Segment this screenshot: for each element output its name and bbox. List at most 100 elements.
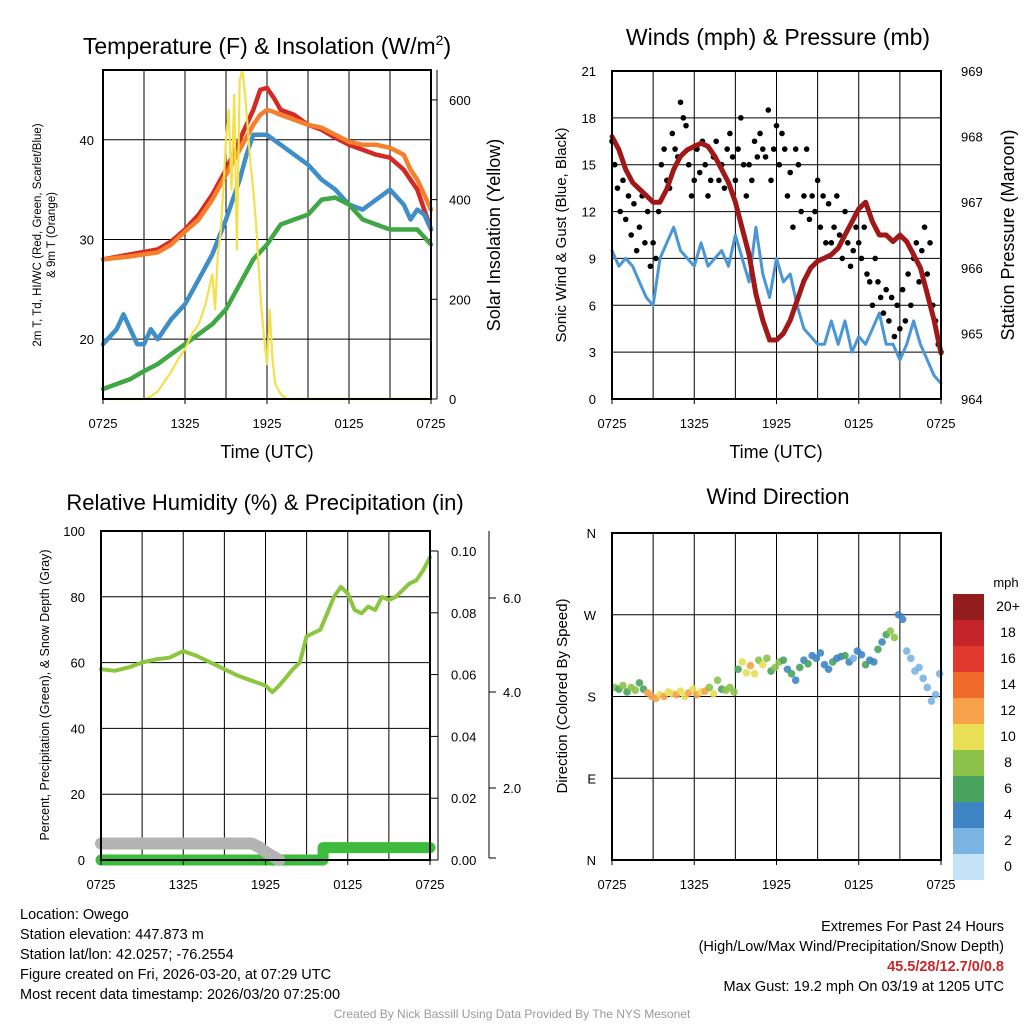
direction-point — [857, 650, 866, 659]
gust-point — [853, 224, 859, 230]
gust-point — [861, 224, 868, 230]
gust-point — [919, 247, 925, 254]
gust-point — [908, 302, 914, 309]
gust-point — [746, 161, 752, 168]
gust-point — [814, 177, 821, 184]
y-axis-label-group: Percent, Precipitation (Green), & Snow D… — [38, 549, 52, 840]
gust-point — [658, 161, 665, 168]
x-tick-label: 1325 — [169, 877, 198, 892]
gust-point — [691, 177, 698, 184]
y3-tick-label: 4.0 — [503, 685, 521, 700]
gust-point — [680, 115, 687, 121]
y-axis-label-line: & 9m T (Orange) — [46, 192, 58, 278]
gust-point — [850, 247, 857, 254]
direction-point — [919, 674, 927, 683]
direction-point — [631, 686, 640, 694]
direction-point — [738, 658, 747, 666]
x-tick-label: 0125 — [333, 877, 362, 892]
direction-point — [750, 669, 759, 678]
y-tick-label: W — [584, 608, 597, 623]
y2-tick-label: 0 — [449, 392, 456, 407]
gust-point — [823, 240, 829, 246]
gust-point — [880, 310, 887, 316]
direction-point — [927, 697, 936, 705]
y-axis-label: Sonic Wind & Gust (Blue, Black) — [553, 127, 570, 342]
chart-title-text: Temperature (F) & Insolation (W/m — [83, 33, 436, 59]
y-axis-label-group: 2m T, Td, HI/WC (Red, Green, Scarlet/Blu… — [32, 123, 58, 346]
gust-point — [685, 161, 692, 168]
gust-point — [798, 208, 804, 215]
colorbar-level-label: 12 — [1000, 702, 1016, 718]
gust-point — [902, 318, 909, 324]
gust-point — [842, 208, 848, 215]
colorbar-level-label: 8 — [1004, 754, 1012, 770]
x-axis-label: Time (UTC) — [220, 442, 313, 462]
gust-point — [839, 255, 846, 262]
series-snow-depth — [95, 837, 286, 866]
gust-point — [732, 177, 739, 184]
direction-point — [763, 654, 771, 663]
series-relative-humidity — [99, 555, 432, 695]
y2-tick-label: 968 — [961, 130, 983, 145]
gust-point — [677, 99, 684, 106]
gust-point — [707, 177, 714, 184]
direction-point — [676, 687, 685, 695]
direction-point — [931, 690, 940, 699]
y2-tick-label: 600 — [449, 93, 471, 108]
gust-point — [614, 185, 621, 191]
x-tick-label: 1325 — [680, 877, 709, 892]
colorbar-swatch — [953, 776, 984, 802]
x-tick-label: 1325 — [171, 416, 200, 431]
x-tick-label: 0725 — [89, 416, 118, 431]
direction-point — [705, 683, 714, 692]
humidity-panel: 0 20 40 60 80 100 0.00 0.02 0.04 0.06 0.08 0.10 2.0 4… — [38, 490, 521, 892]
direction-point — [898, 615, 907, 624]
y-tick-label: 80 — [71, 590, 85, 605]
gust-point — [927, 240, 933, 246]
y-tick-label: 6 — [589, 298, 596, 313]
chart-title: Relative Humidity (%) & Precipitation (i… — [66, 490, 463, 515]
gust-point — [834, 193, 840, 199]
x-tick-label: 1925 — [251, 877, 280, 892]
credit-text: Created By Nick Bassill Using Data Provi… — [333, 1007, 691, 1021]
series-wind-direction — [610, 610, 944, 705]
direction-point — [886, 627, 895, 635]
max-gust-text: Max Gust: 19.2 mph On 03/19 at 1205 UTC — [723, 979, 1004, 995]
gust-point — [844, 240, 851, 246]
gust-point — [913, 240, 920, 246]
gust-point — [611, 161, 618, 168]
gust-point — [625, 193, 632, 199]
direction-point — [787, 669, 796, 678]
colorbar-level-label: 6 — [1004, 780, 1012, 796]
gust-point — [759, 146, 766, 152]
x-tick-label: 1925 — [253, 416, 282, 431]
x-tick-label: 0725 — [927, 416, 956, 431]
direction-point — [771, 663, 779, 672]
y-tick-label: 9 — [589, 251, 596, 266]
y2-tick-label: 969 — [961, 64, 983, 79]
gust-point — [828, 240, 835, 246]
y-tick-label: N — [587, 526, 596, 541]
gust-point — [724, 146, 730, 152]
y-tick-label: E — [587, 771, 596, 786]
extremes-values: 45.5/28/12.7/0/0.8 — [887, 959, 1004, 975]
direction-point — [742, 669, 751, 677]
gust-point — [894, 302, 900, 309]
colorbar-swatch — [953, 594, 984, 620]
extremes-title: Extremes For Past 24 Hours — [821, 919, 1004, 935]
recent-data-text: Most recent data timestamp: 2026/03/20 0… — [20, 987, 341, 1003]
gust-point — [803, 146, 810, 152]
series-9m-t — [100, 107, 434, 262]
y-tick-label: 12 — [582, 205, 596, 220]
gust-point — [921, 224, 928, 230]
gust-point — [669, 130, 676, 137]
series-solar-insolation — [101, 68, 433, 401]
direction-point — [709, 689, 718, 698]
series-sonic-wind — [610, 225, 943, 385]
direction-point — [878, 638, 886, 646]
x-tick-label: 0125 — [844, 416, 873, 431]
gust-point — [631, 200, 637, 207]
gust-point — [825, 200, 832, 207]
